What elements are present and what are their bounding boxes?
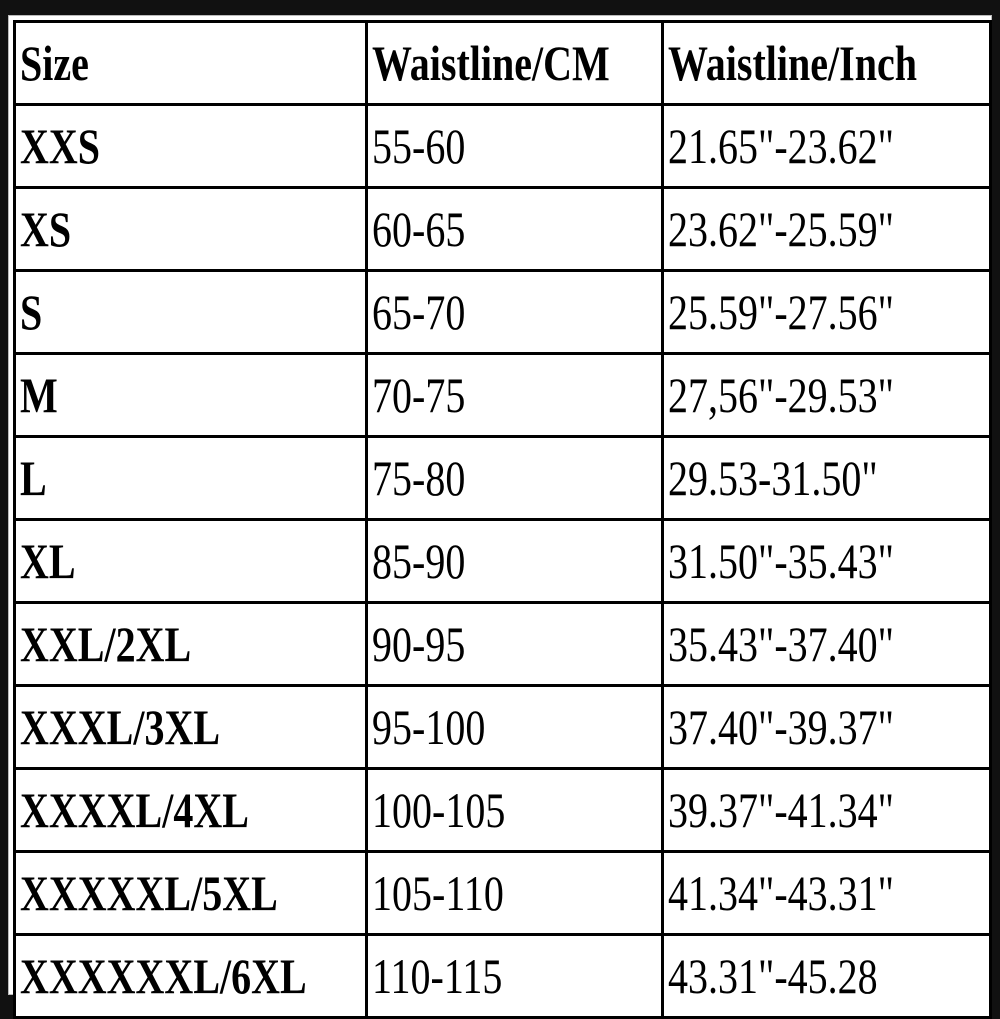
size-cell: XXXXXXL/6XL [13,933,368,1019]
size-cell: L [13,435,368,521]
size-cell: XXL/2XL [13,601,368,687]
waist-inch-cell: 35.43"-37.40" [661,601,992,687]
waist-inch-cell: 39.37"-41.34" [661,767,992,853]
size-cell: XL [13,518,368,604]
table-row: XXXXXL/5XL 105-110 41.34"-43.31" [13,850,992,936]
size-cell: XXXL/3XL [13,684,368,770]
waist-cm-cell: 65-70 [365,269,664,355]
size-cell: M [13,352,368,438]
table-row: XXXXXXL/6XL 110-115 43.31"-45.28 [13,933,992,1019]
waist-cm-cell: 100-105 [365,767,664,853]
table-row: XXXL/3XL 95-100 37.40"-39.37" [13,684,992,770]
waist-inch-cell: 27,56"-29.53" [661,352,992,438]
table-row: XXL/2XL 90-95 35.43"-37.40" [13,601,992,687]
waist-inch-cell: 23.62"-25.59" [661,186,992,272]
waist-cm-cell: 90-95 [365,601,664,687]
waist-inch-cell: 37.40"-39.37" [661,684,992,770]
waist-cm-cell: 85-90 [365,518,664,604]
waist-cm-cell: 60-65 [365,186,664,272]
table-row: XL 85-90 31.50"-35.43" [13,518,992,604]
header-waist-cm: Waistline/CM [365,20,664,106]
size-cell: XXS [13,103,368,189]
waist-inch-cell: 29.53-31.50" [661,435,992,521]
size-cell: XXXXXL/5XL [13,850,368,936]
waist-cm-cell: 110-115 [365,933,664,1019]
waist-inch-cell: 43.31"-45.28 [661,933,992,1019]
waist-inch-cell: 25.59"-27.56" [661,269,992,355]
table-row: XXS 55-60 21.65"-23.62" [13,103,992,189]
size-chart-table: Size Waistline/CM Waistline/Inch XXS 55-6… [13,20,992,1019]
waist-cm-cell: 55-60 [365,103,664,189]
waist-inch-cell: 41.34"-43.31" [661,850,992,936]
waist-inch-cell: 21.65"-23.62" [661,103,992,189]
table-row: XXXXL/4XL 100-105 39.37"-41.34" [13,767,992,853]
table-row: XS 60-65 23.62"-25.59" [13,186,992,272]
table-row: L 75-80 29.53-31.50" [13,435,992,521]
waist-inch-cell: 31.50"-35.43" [661,518,992,604]
table-row: M 70-75 27,56"-29.53" [13,352,992,438]
waist-cm-cell: 75-80 [365,435,664,521]
size-cell: XS [13,186,368,272]
waist-cm-cell: 105-110 [365,850,664,936]
waist-cm-cell: 70-75 [365,352,664,438]
header-size: Size [13,20,368,106]
header-waist-inch: Waistline/Inch [661,20,992,106]
waist-cm-cell: 95-100 [365,684,664,770]
size-cell: XXXXL/4XL [13,767,368,853]
table-row: S 65-70 25.59"-27.56" [13,269,992,355]
header-row: Size Waistline/CM Waistline/Inch [13,20,992,106]
size-cell: S [13,269,368,355]
